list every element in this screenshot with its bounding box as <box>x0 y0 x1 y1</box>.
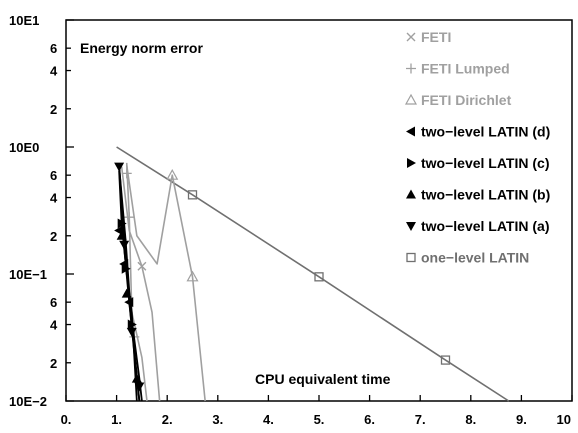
y-tick-label: 10E−2 <box>9 394 47 409</box>
y-tick-label: 10E−1 <box>9 267 47 282</box>
plot-frame <box>65 19 573 402</box>
legend-marker <box>406 252 416 263</box>
y-tick-label: 2 <box>50 102 57 117</box>
x-tick-label: 8. <box>465 412 476 427</box>
y-tick-label: 4 <box>50 318 58 333</box>
legend-label: two−level LATIN (d) <box>421 124 550 140</box>
legend-item: FETI Dirichlet <box>404 92 512 108</box>
y-tick-label: 10E0 <box>9 140 39 155</box>
x-tick-label: 3. <box>212 412 223 427</box>
legend-label: FETI Lumped <box>421 61 510 77</box>
legend-label: one−level LATIN <box>421 250 529 266</box>
series-one-level-latin <box>116 146 510 402</box>
data-point <box>116 230 127 240</box>
legend-label: FETI Dirichlet <box>421 92 512 108</box>
annotation-energy-norm-error: Energy norm error <box>80 40 203 56</box>
x-tick-label: 7. <box>415 412 426 427</box>
legend-item: FETI Lumped <box>406 61 510 77</box>
legend-marker <box>406 189 416 199</box>
y-tick-label: 2 <box>50 229 57 244</box>
legend-item: two−level LATIN (c) <box>407 155 549 171</box>
legend-item: two−level LATIN (d) <box>406 124 550 140</box>
legend-item: one−level LATIN <box>406 250 529 266</box>
data-point <box>117 218 127 229</box>
y-tick-label: 4 <box>50 191 58 206</box>
x-tick-label: 6. <box>364 412 375 427</box>
data-point <box>114 162 125 172</box>
y-tick-label: 10E1 <box>9 13 39 28</box>
legend-marker <box>406 32 416 42</box>
legend-item: two−level LATIN (b) <box>406 187 550 203</box>
series-feti-dirichlet <box>125 165 206 402</box>
x-tick-label: 0. <box>61 412 72 427</box>
data-point <box>137 261 147 271</box>
x-tick-label: 1. <box>111 412 122 427</box>
legend-label: two−level LATIN (b) <box>421 187 550 203</box>
data-point <box>126 327 137 337</box>
x-tick-label: 4. <box>263 412 274 427</box>
annotation-cpu-equivalent-time: CPU equivalent time <box>255 371 391 387</box>
legend-marker <box>406 126 415 137</box>
x-tick-label: 10 <box>557 412 571 427</box>
legend-label: two−level LATIN (a) <box>421 218 549 234</box>
series-two-level-latin-a <box>114 162 145 402</box>
x-tick-label: 2. <box>162 412 173 427</box>
legend: FETI FETI Lumped FETI Dirichlet two−level L… <box>404 29 550 266</box>
legend-marker <box>404 93 418 105</box>
data-point <box>166 168 179 180</box>
data-point <box>121 168 132 179</box>
y-tick-label: 6 <box>50 41 57 56</box>
legend-marker <box>406 63 416 74</box>
legend-item: two−level LATIN (a) <box>406 218 549 234</box>
legend-marker <box>406 222 416 231</box>
data-point <box>134 382 145 392</box>
y-tick-label: 6 <box>50 168 57 183</box>
legend-item: FETI <box>406 29 451 45</box>
data-point <box>186 270 199 282</box>
series-layer <box>114 146 510 402</box>
data-point <box>124 212 135 223</box>
data-point <box>314 272 324 282</box>
legend-label: FETI <box>421 29 451 45</box>
data-point <box>440 355 451 365</box>
x-axis: 0. 1. 2. 3. 4. 5. 6. 7. 8. 9. 10 <box>61 395 573 427</box>
data-point <box>187 190 198 200</box>
y-tick-label: 2 <box>50 356 57 371</box>
y-tick-label: 4 <box>50 64 58 79</box>
x-tick-label: 9. <box>516 412 527 427</box>
data-point <box>119 240 130 250</box>
series-feti <box>120 166 161 402</box>
x-tick-label: 5. <box>314 412 325 427</box>
y-tick-label: 6 <box>50 295 57 310</box>
legend-marker <box>407 158 416 168</box>
series-line <box>125 165 206 402</box>
legend-label: two−level LATIN (c) <box>421 155 549 171</box>
